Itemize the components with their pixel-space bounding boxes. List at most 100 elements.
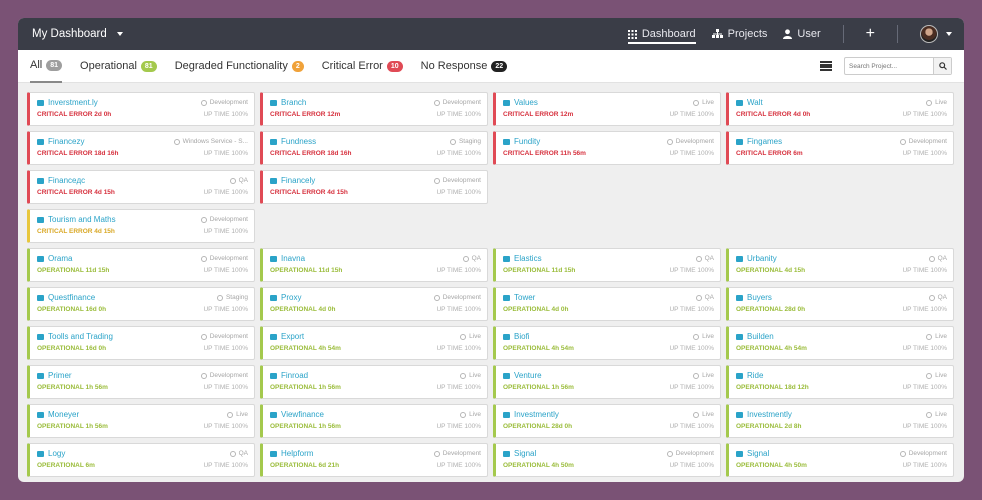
project-name[interactable]: Fingames xyxy=(736,137,782,146)
app-window: My Dashboard Dashboard Projects User + xyxy=(18,18,964,482)
user-menu[interactable] xyxy=(920,25,952,43)
project-name[interactable]: Venture xyxy=(503,371,542,380)
project-card[interactable]: Fingames Development CRITICAL ERROR 6m U… xyxy=(726,131,954,165)
project-row: Questfinance Staging OPERATIONAL 16d 0h … xyxy=(27,287,954,321)
project-name[interactable]: Ride xyxy=(736,371,763,380)
project-card[interactable]: Urbanity QA OPERATIONAL 4d 15h UP TIME 1… xyxy=(726,248,954,282)
project-name[interactable]: Primer xyxy=(37,371,72,380)
project-name[interactable]: Signal xyxy=(736,449,769,458)
project-name[interactable]: Finroad xyxy=(270,371,308,380)
tab-no-response[interactable]: No Response 22 xyxy=(421,50,508,83)
tab-critical[interactable]: Critical Error 10 xyxy=(322,50,403,83)
project-card[interactable]: Inavna QA OPERATIONAL 11d 15h UP TIME 10… xyxy=(260,248,488,282)
tab-operational[interactable]: Operational 81 xyxy=(80,50,157,83)
project-name[interactable]: Values xyxy=(503,98,538,107)
project-name[interactable]: Helpform xyxy=(270,449,313,458)
nav-projects[interactable]: Projects xyxy=(711,28,767,40)
project-name-label: Financely xyxy=(281,176,316,185)
nav-dashboard[interactable]: Dashboard xyxy=(627,28,696,44)
project-name[interactable]: Export xyxy=(270,332,304,341)
project-name[interactable]: Branch xyxy=(270,98,306,107)
project-card[interactable]: Elastics QA OPERATIONAL 11d 15h UP TIME … xyxy=(493,248,721,282)
project-card[interactable]: Values Live CRITICAL ERROR 12m UP TIME 1… xyxy=(493,92,721,126)
project-card[interactable]: Investmently Live OPERATIONAL 2d 8h UP T… xyxy=(726,404,954,438)
project-card[interactable]: Investmently Live OPERATIONAL 28d 0h UP … xyxy=(493,404,721,438)
project-card[interactable]: Questfinance Staging OPERATIONAL 16d 0h … xyxy=(27,287,255,321)
project-name[interactable]: Questfinance xyxy=(37,293,95,302)
project-card[interactable]: Finroad Live OPERATIONAL 1h 56m UP TIME … xyxy=(260,365,488,399)
status-text: OPERATIONAL 11d 15h xyxy=(37,267,110,274)
project-card[interactable]: Financely Development CRITICAL ERROR 4d … xyxy=(260,170,488,204)
nav-user[interactable]: User xyxy=(783,28,821,40)
project-name[interactable]: Moneyer xyxy=(37,410,79,419)
project-name-label: Biofi xyxy=(514,332,530,341)
project-name[interactable]: Biofi xyxy=(503,332,530,341)
project-card[interactable]: Logy QA OPERATIONAL 6m UP TIME 100% xyxy=(27,443,255,477)
project-name[interactable]: Orama xyxy=(37,254,72,263)
project-name[interactable]: Signal xyxy=(503,449,536,458)
project-name[interactable]: Fundness xyxy=(270,137,316,146)
status-text: OPERATIONAL 4h 54m xyxy=(503,345,574,352)
project-card[interactable]: Orama Development OPERATIONAL 11d 15h UP… xyxy=(27,248,255,282)
project-card[interactable]: Proxy Development OPERATIONAL 4d 0h UP T… xyxy=(260,287,488,321)
project-card[interactable]: Walt Live CRITICAL ERROR 4d 0h UP TIME 1… xyxy=(726,92,954,126)
circle-icon xyxy=(926,333,933,340)
project-name[interactable]: Elastics xyxy=(503,254,542,263)
search-input[interactable] xyxy=(845,62,933,70)
project-card[interactable]: Financeдc QA CRITICAL ERROR 4d 15h UP TI… xyxy=(27,170,255,204)
project-name[interactable]: Financely xyxy=(270,176,315,185)
project-name[interactable]: Viewfinance xyxy=(270,410,324,419)
environment-text: Live xyxy=(702,411,714,418)
project-card[interactable]: Viewfinance Live OPERATIONAL 1h 56m UP T… xyxy=(260,404,488,438)
add-button[interactable]: + xyxy=(865,25,875,42)
project-card[interactable]: Export Live OPERATIONAL 4h 54m UP TIME 1… xyxy=(260,326,488,360)
project-name[interactable]: Inverstment.ly xyxy=(37,98,98,107)
project-card[interactable]: Fundity Development CRITICAL ERROR 11h 5… xyxy=(493,131,721,165)
project-card[interactable]: Moneyer Live OPERATIONAL 1h 56m UP TIME … xyxy=(27,404,255,438)
project-card[interactable]: Branch Development CRITICAL ERROR 12m UP… xyxy=(260,92,488,126)
project-name[interactable]: Investmently xyxy=(736,410,792,419)
environment-text: Live xyxy=(469,333,481,340)
project-card[interactable]: Fundness Staging CRITICAL ERROR 18d 16h … xyxy=(260,131,488,165)
project-name[interactable]: Tower xyxy=(503,293,535,302)
project-name[interactable]: Financeдc xyxy=(37,176,85,185)
project-name[interactable]: Proxy xyxy=(270,293,301,302)
status-text: OPERATIONAL 1h 56m xyxy=(503,384,574,391)
project-card[interactable]: Buyers QA OPERATIONAL 28d 0h UP TIME 100… xyxy=(726,287,954,321)
project-card[interactable]: Signal Development OPERATIONAL 4h 50m UP… xyxy=(493,443,721,477)
search-button[interactable] xyxy=(933,58,951,74)
project-card[interactable]: Helpform Development OPERATIONAL 6d 21h … xyxy=(260,443,488,477)
project-name[interactable]: Walt xyxy=(736,98,763,107)
status-text: OPERATIONAL 16d 0h xyxy=(37,345,107,352)
dashboard-selector[interactable]: My Dashboard xyxy=(32,28,123,40)
project-card[interactable]: Ride Live OPERATIONAL 18d 12h UP TIME 10… xyxy=(726,365,954,399)
uptime-text: UP TIME 100% xyxy=(203,423,248,430)
briefcase-icon xyxy=(37,450,44,457)
project-name[interactable]: Builden xyxy=(736,332,774,341)
environment-label: Development xyxy=(200,99,248,106)
list-view-icon[interactable] xyxy=(820,61,832,71)
project-name[interactable]: Fundity xyxy=(503,137,540,146)
project-card[interactable]: Biofi Live OPERATIONAL 4h 54m UP TIME 10… xyxy=(493,326,721,360)
project-name[interactable]: Toolls and Trading xyxy=(37,332,113,341)
project-card[interactable]: Signal Development OPERATIONAL 4h 50m UP… xyxy=(726,443,954,477)
tab-critical-label: Critical Error xyxy=(321,60,383,72)
project-card[interactable]: Tower QA OPERATIONAL 4d 0h UP TIME 100% xyxy=(493,287,721,321)
project-name[interactable]: Tourism and Maths xyxy=(37,215,116,224)
project-card[interactable]: Toolls and Trading Development OPERATION… xyxy=(27,326,255,360)
project-name[interactable]: Logy xyxy=(37,449,65,458)
project-name[interactable]: Buyers xyxy=(736,293,772,302)
project-card[interactable]: Tourism and Maths Development CRITICAL E… xyxy=(27,209,255,243)
uptime-text: UP TIME 100% xyxy=(902,267,947,274)
project-card[interactable]: Inverstment.ly Development CRITICAL ERRO… xyxy=(27,92,255,126)
project-card[interactable]: Venture Live OPERATIONAL 1h 56m UP TIME … xyxy=(493,365,721,399)
project-card[interactable]: Financezy Windows Service - S... CRITICA… xyxy=(27,131,255,165)
project-card[interactable]: Primer Development OPERATIONAL 1h 56m UP… xyxy=(27,365,255,399)
project-name[interactable]: Inavna xyxy=(270,254,305,263)
tab-all[interactable]: All 81 xyxy=(30,50,63,83)
project-name[interactable]: Investmently xyxy=(503,410,559,419)
tab-degraded[interactable]: Degraded Functionality 2 xyxy=(175,50,304,83)
project-name[interactable]: Financezy xyxy=(37,137,84,146)
project-card[interactable]: Builden Live OPERATIONAL 4h 54m UP TIME … xyxy=(726,326,954,360)
project-name[interactable]: Urbanity xyxy=(736,254,777,263)
